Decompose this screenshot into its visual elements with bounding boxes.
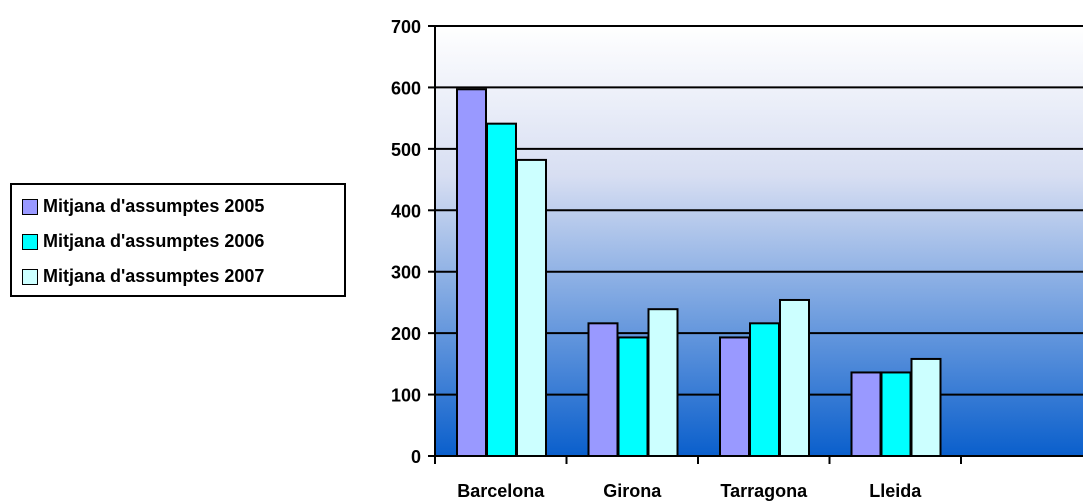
legend-swatch-2006 — [22, 233, 38, 250]
legend-item-2006: Mitjana d'assumptes 2006 — [22, 224, 344, 259]
legend-label-2005: Mitjana d'assumptes 2005 — [43, 196, 265, 216]
legend-swatch-2005 — [22, 198, 38, 215]
bar-girona-1 — [587, 322, 619, 458]
bar-tarragona-1 — [719, 336, 750, 458]
y-tick-label: 500 — [391, 140, 421, 160]
bar-tarragona-2 — [749, 322, 780, 458]
legend-swatch-2007 — [22, 268, 38, 285]
y-tick-label: 300 — [391, 263, 421, 283]
y-tick-label: 200 — [391, 324, 421, 344]
legend-label-2006: Mitjana d'assumptes 2006 — [43, 231, 265, 251]
bar-tarragona-3 — [779, 298, 810, 457]
y-tick-label: 400 — [391, 201, 421, 221]
y-tick-labels: 0 100 200 300 400 500 600 700 — [391, 17, 421, 467]
y-tick-label: 100 — [391, 386, 421, 406]
bar-lleida-3 — [910, 357, 942, 458]
bars — [456, 88, 942, 458]
y-tick-label: 0 — [411, 447, 421, 467]
x-tick-label: Lleida — [869, 481, 922, 501]
legend-label-2007: Mitjana d'assumptes 2007 — [43, 266, 265, 286]
bar-barcelona-1 — [456, 88, 487, 458]
axes — [434, 26, 1083, 464]
bar-barcelona-2 — [486, 122, 517, 458]
y-tick-label: 700 — [391, 17, 421, 37]
x-tick-label: Barcelona — [457, 481, 545, 501]
bar-girona-3 — [647, 308, 679, 457]
bar-lleida-2 — [880, 371, 912, 458]
legend-item-2007: Mitjana d'assumptes 2007 — [22, 259, 344, 294]
bar-girona-2 — [617, 336, 649, 458]
x-tick-labels: Barcelona Girona Tarragona Lleida — [457, 481, 922, 501]
bar-barcelona-3 — [516, 158, 547, 458]
y-tick-label: 600 — [391, 78, 421, 98]
legend: Mitjana d'assumptes 2005 Mitjana d'assum… — [10, 183, 346, 297]
x-tick-label: Girona — [603, 481, 662, 501]
bar-lleida-1 — [850, 371, 882, 458]
legend-item-2005: Mitjana d'assumptes 2005 — [22, 189, 344, 224]
x-tick-label: Tarragona — [720, 481, 808, 501]
